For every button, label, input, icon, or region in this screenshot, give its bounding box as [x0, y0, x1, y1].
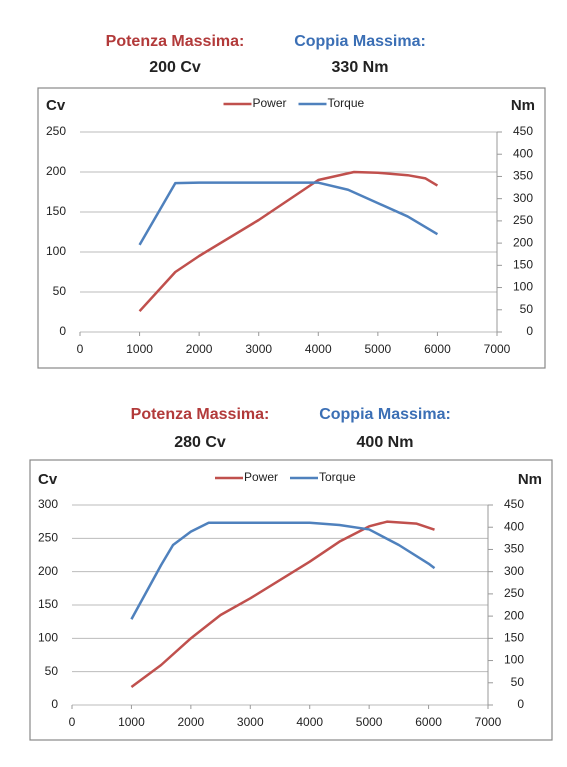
y-tick-label: 50 — [45, 664, 59, 678]
y2-tick-label: 200 — [504, 608, 524, 622]
x-tick-label: 1000 — [126, 342, 153, 356]
series-line — [138, 181, 439, 246]
power-value: 200 Cv — [149, 59, 201, 76]
legend-label: Torque — [328, 96, 365, 110]
series-line — [130, 521, 436, 620]
y-tick-label: 100 — [46, 244, 66, 258]
torque-heading: Coppia Massima: — [294, 33, 426, 50]
x-tick-label: 5000 — [365, 342, 392, 356]
x-tick-label: 7000 — [484, 342, 511, 356]
x-tick-label: 4000 — [296, 715, 323, 729]
y-tick-label: 0 — [51, 697, 58, 711]
x-tick-label: 1000 — [118, 715, 145, 729]
x-tick-label: 2000 — [178, 715, 205, 729]
y-axis-label: Cv — [46, 97, 66, 114]
y-tick-label: 150 — [46, 204, 66, 218]
x-tick-label: 2000 — [186, 342, 213, 356]
y2-axis-label: Nm — [518, 471, 542, 488]
y-tick-label: 200 — [46, 164, 66, 178]
power-heading: Potenza Massima: — [131, 406, 270, 423]
x-tick-label: 0 — [77, 342, 84, 356]
x-tick-label: 0 — [69, 715, 76, 729]
y2-tick-label: 200 — [513, 235, 533, 249]
y-tick-label: 0 — [59, 324, 66, 338]
x-tick-label: 6000 — [424, 342, 451, 356]
legend-label: Torque — [319, 470, 356, 484]
y2-tick-label: 300 — [504, 564, 524, 578]
y-tick-label: 300 — [38, 497, 58, 511]
power-value: 280 Cv — [174, 434, 226, 451]
y-axis-label: Cv — [38, 471, 58, 488]
series-line — [138, 170, 439, 313]
legend-label: Power — [253, 96, 287, 110]
x-tick-label: 3000 — [245, 342, 272, 356]
y2-tick-label: 100 — [513, 280, 533, 294]
x-tick-label: 5000 — [356, 715, 383, 729]
y-tick-label: 200 — [38, 564, 58, 578]
y-tick-label: 50 — [53, 284, 67, 298]
y2-tick-label: 0 — [526, 324, 533, 338]
torque-value: 330 Nm — [332, 59, 389, 76]
y2-tick-label: 150 — [504, 631, 524, 645]
chart-frame — [37, 87, 546, 369]
y2-tick-label: 350 — [513, 169, 533, 183]
y2-tick-label: 450 — [504, 497, 524, 511]
power-heading: Potenza Massima: — [106, 33, 245, 50]
torque-heading: Coppia Massima: — [319, 406, 451, 423]
y-tick-label: 150 — [38, 597, 58, 611]
y2-tick-label: 400 — [513, 146, 533, 160]
y2-tick-label: 400 — [504, 519, 524, 533]
y2-tick-label: 150 — [513, 258, 533, 272]
y2-tick-label: 0 — [517, 697, 524, 711]
x-tick-label: 7000 — [475, 715, 502, 729]
y-tick-label: 250 — [46, 124, 66, 138]
y2-tick-label: 50 — [520, 302, 534, 316]
y2-tick-label: 300 — [513, 191, 533, 205]
torque-value: 400 Nm — [357, 434, 414, 451]
x-tick-label: 4000 — [305, 342, 332, 356]
x-tick-label: 6000 — [415, 715, 442, 729]
x-tick-label: 3000 — [237, 715, 264, 729]
y2-tick-label: 250 — [504, 586, 524, 600]
y2-tick-label: 50 — [511, 675, 525, 689]
y2-tick-label: 450 — [513, 124, 533, 138]
chart-frame — [29, 459, 553, 741]
y2-tick-label: 350 — [504, 542, 524, 556]
series-line — [130, 520, 435, 689]
y2-tick-label: 100 — [504, 653, 524, 667]
y-tick-label: 100 — [38, 631, 58, 645]
legend-label: Power — [244, 470, 278, 484]
y2-axis-label: Nm — [511, 97, 535, 114]
y-tick-label: 250 — [38, 531, 58, 545]
y2-tick-label: 250 — [513, 213, 533, 227]
